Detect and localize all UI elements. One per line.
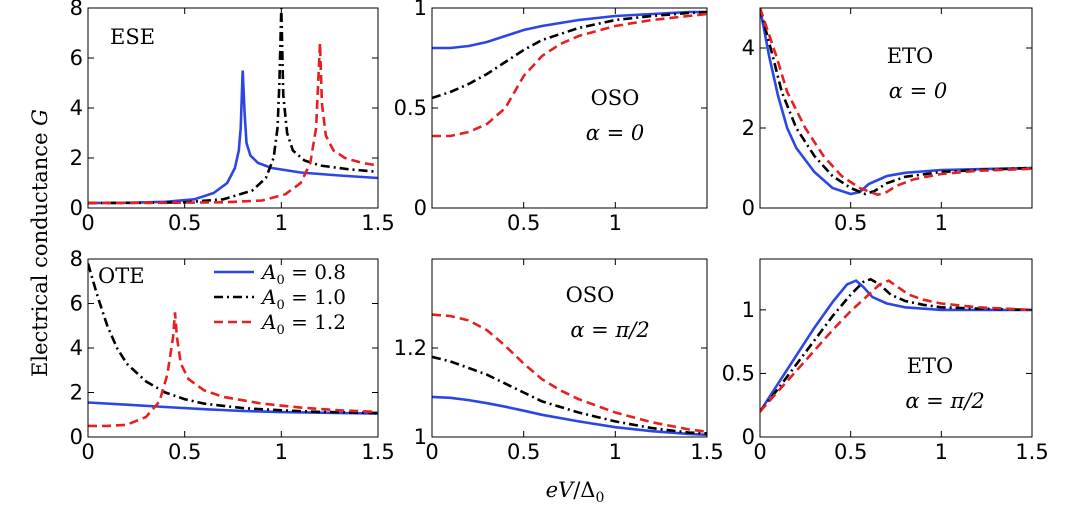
x-tick-label: 1.5 (690, 440, 723, 464)
x-tick-label: 0 (81, 211, 94, 235)
y-tick-label: 1.2 (394, 336, 427, 360)
y-tick-label: 1 (742, 298, 755, 322)
x-tick-label: 0.5 (834, 211, 867, 235)
x-tick-label: 0.5 (168, 211, 201, 235)
y-tick-label: 6 (70, 46, 83, 70)
x-tick-label: 0.5 (507, 211, 540, 235)
y-tick-label: 2 (742, 116, 755, 140)
x-tick-label: 0 (81, 440, 94, 464)
y-tick-label: 1 (414, 0, 427, 20)
x-tick-label: 1 (275, 440, 288, 464)
panel-annotation: ESE (110, 25, 155, 49)
y-tick-label: 0 (70, 425, 83, 449)
series-line-1 (760, 8, 1032, 196)
x-tick-label: 0 (425, 440, 438, 464)
panel-annotation: OSO (591, 86, 640, 110)
y-tick-label: 0.5 (394, 96, 427, 120)
axes-frame (759, 7, 1033, 209)
series-line-2 (432, 355, 707, 435)
x-tick-label: 0 (753, 440, 766, 464)
legend: A0 = 0.8A0 = 1.0A0 = 1.2 (214, 260, 346, 338)
y-tick-label: 0 (742, 196, 755, 220)
panel-annotation: α = 0 (889, 79, 948, 103)
panel-annotation: α = π/2 (570, 318, 649, 342)
series-line-3 (432, 313, 707, 433)
y-tick-label: 0 (742, 425, 755, 449)
panel-6: 0 0.5 1 1.5 0 0.5 1 ETO α = π/2 (722, 258, 1049, 464)
y-tick-label: 0.5 (722, 361, 755, 385)
panel-4: 0 0.5 1 1.5 0 2 4 6 8 OTE (70, 247, 395, 464)
panel-annotation: OTE (98, 264, 145, 288)
y-tick-label: 1 (414, 425, 427, 449)
x-tick-label: 1.5 (1015, 440, 1048, 464)
x-tick-label: 0.5 (168, 440, 201, 464)
panel-annotation: OSO (566, 283, 615, 307)
series-line-3 (88, 42, 378, 205)
x-axis-label: eV/Δ0 (546, 478, 605, 506)
panel-1: 0 0.5 1 1.5 0 2 4 6 8 ESE (70, 0, 395, 235)
panel-5: 0 0.5 1 1.5 1 1.2 OSO α = π/2 (394, 258, 724, 464)
y-tick-label: 4 (742, 36, 755, 60)
x-tick-label: 1.5 (361, 211, 394, 235)
series-line-2 (88, 263, 378, 415)
x-tick-label: 1 (935, 440, 948, 464)
x-tick-label: 1 (935, 211, 948, 235)
x-tick-label: 1 (609, 211, 622, 235)
y-tick-label: 8 (70, 0, 83, 20)
x-tick-label: 1 (275, 211, 288, 235)
x-tick-label: 1 (609, 440, 622, 464)
y-tick-label: 4 (70, 96, 83, 120)
panel-annotation: ETO (907, 354, 954, 378)
y-tick-label: 2 (70, 146, 83, 170)
legend-label: A0 = 0.8 (260, 260, 346, 288)
series-line-2 (432, 10, 707, 100)
series-line-1 (432, 10, 707, 50)
panel-annotation: α = π/2 (905, 389, 984, 413)
y-tick-label: 6 (70, 292, 83, 316)
y-tick-label: 0 (414, 196, 427, 220)
x-tick-label: 0.5 (507, 440, 540, 464)
panel-3: 0.5 1 0 2 4 ETO α = 0 (742, 7, 1033, 235)
series-line-1 (760, 279, 1032, 413)
y-tick-label: 4 (70, 336, 83, 360)
series-line-3 (432, 12, 707, 138)
axes-frame (431, 7, 708, 209)
legend-label: A0 = 1.2 (260, 310, 346, 338)
series-line-3 (760, 279, 1032, 413)
series-line-2 (760, 277, 1032, 413)
panel-annotation: α = 0 (586, 121, 645, 145)
y-tick-label: 2 (70, 381, 83, 405)
y-axis-label: Electrical conductance G (28, 109, 52, 377)
y-tick-label: 0 (70, 196, 83, 220)
series-line-2 (760, 8, 1032, 196)
y-tick-label: 8 (70, 247, 83, 271)
x-tick-label: 0.5 (834, 440, 867, 464)
panel-annotation: ETO (887, 44, 934, 68)
series-line-1 (432, 395, 707, 437)
x-tick-label: 1.5 (361, 440, 394, 464)
axes-frame (759, 258, 1033, 438)
legend-label: A0 = 1.0 (260, 285, 346, 313)
series-line-1 (88, 70, 378, 205)
panel-2: 0.5 1 0 0.5 1 OSO α = 0 (394, 0, 708, 235)
